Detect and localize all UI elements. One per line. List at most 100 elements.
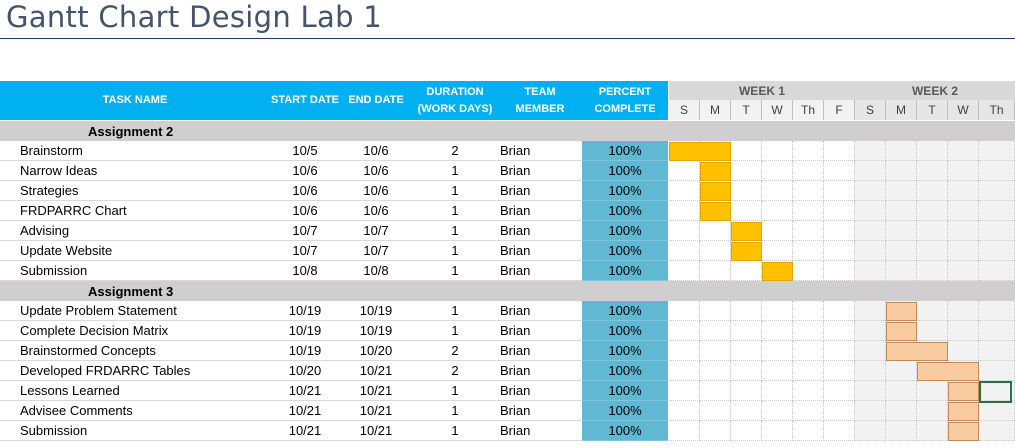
header-end-date[interactable]: END DATE (340, 81, 412, 120)
day-header-t[interactable]: T (731, 100, 762, 120)
gantt-day-cell[interactable] (917, 301, 948, 321)
task-name-cell[interactable]: Update Problem Statement (0, 301, 270, 321)
gantt-day-cell[interactable] (793, 221, 824, 241)
gantt-day-cell[interactable] (886, 401, 917, 421)
gantt-day-cell[interactable] (917, 161, 948, 181)
gantt-bar[interactable] (731, 222, 762, 241)
team-member-cell[interactable]: Brian (498, 221, 582, 241)
gantt-bar[interactable] (700, 202, 731, 221)
gantt-day-cell[interactable] (669, 161, 700, 181)
gantt-day-cell[interactable] (762, 141, 793, 161)
gantt-day-cell[interactable] (824, 321, 855, 341)
start-date-cell[interactable]: 10/19 (270, 301, 340, 321)
gantt-day-cell[interactable] (979, 141, 1015, 161)
gantt-day-cell[interactable] (824, 201, 855, 221)
gantt-bar[interactable] (886, 302, 917, 321)
gantt-bar[interactable] (948, 402, 979, 421)
gantt-day-cell[interactable] (979, 161, 1015, 181)
gantt-bar[interactable] (917, 362, 979, 381)
gantt-day-cell[interactable] (948, 181, 979, 201)
task-name-cell[interactable]: Update Website (0, 241, 270, 261)
duration-cell[interactable]: 1 (412, 261, 498, 281)
start-date-cell[interactable]: 10/21 (270, 401, 340, 421)
gantt-day-cell[interactable] (700, 421, 731, 441)
gantt-day-cell[interactable] (886, 261, 917, 281)
gantt-day-cell[interactable] (855, 261, 886, 281)
gantt-day-cell[interactable] (669, 401, 700, 421)
start-date-cell[interactable]: 10/20 (270, 361, 340, 381)
gantt-day-cell[interactable] (700, 221, 731, 241)
end-date-cell[interactable]: 10/7 (340, 221, 412, 241)
gantt-day-cell[interactable] (824, 341, 855, 361)
gantt-day-cell[interactable] (824, 261, 855, 281)
gantt-day-cell[interactable] (731, 321, 762, 341)
day-header-m[interactable]: M (700, 100, 731, 120)
gantt-day-cell[interactable] (669, 421, 700, 441)
gantt-day-cell[interactable] (731, 361, 762, 381)
duration-cell[interactable]: 2 (412, 141, 498, 161)
duration-cell[interactable]: 1 (412, 321, 498, 341)
gantt-day-cell[interactable] (731, 341, 762, 361)
team-member-cell[interactable]: Brian (498, 181, 582, 201)
percent-complete-cell[interactable]: 100% (582, 261, 668, 281)
gantt-bar[interactable] (762, 262, 793, 281)
gantt-day-cell[interactable] (793, 321, 824, 341)
gantt-bar[interactable] (700, 182, 731, 201)
end-date-cell[interactable]: 10/21 (340, 381, 412, 401)
start-date-cell[interactable]: 10/19 (270, 321, 340, 341)
start-date-cell[interactable]: 10/6 (270, 161, 340, 181)
start-date-cell[interactable]: 10/21 (270, 381, 340, 401)
gantt-bar[interactable] (886, 322, 917, 341)
gantt-day-cell[interactable] (855, 401, 886, 421)
team-member-cell[interactable]: Brian (498, 421, 582, 441)
start-date-cell[interactable]: 10/21 (270, 421, 340, 441)
gantt-day-cell[interactable] (762, 361, 793, 381)
gantt-day-cell[interactable] (917, 181, 948, 201)
start-date-cell[interactable]: 10/8 (270, 261, 340, 281)
percent-complete-cell[interactable]: 100% (582, 161, 668, 181)
gantt-day-cell[interactable] (669, 201, 700, 221)
gantt-day-cell[interactable] (731, 401, 762, 421)
duration-cell[interactable]: 1 (412, 381, 498, 401)
gantt-day-cell[interactable] (669, 261, 700, 281)
gantt-day-cell[interactable] (731, 381, 762, 401)
gantt-day-cell[interactable] (979, 321, 1015, 341)
duration-cell[interactable]: 1 (412, 421, 498, 441)
gantt-day-cell[interactable] (762, 201, 793, 221)
duration-cell[interactable]: 1 (412, 181, 498, 201)
week-2-header[interactable]: WEEK 2 (855, 81, 1015, 100)
gantt-day-cell[interactable] (793, 381, 824, 401)
day-header-f[interactable]: F (824, 100, 855, 120)
task-name-cell[interactable]: Developed FRDARRC Tables (0, 361, 270, 381)
gantt-day-cell[interactable] (979, 181, 1015, 201)
gantt-day-cell[interactable] (824, 181, 855, 201)
gantt-day-cell[interactable] (948, 261, 979, 281)
gantt-day-cell[interactable] (793, 421, 824, 441)
gantt-day-cell[interactable] (917, 241, 948, 261)
gantt-day-cell[interactable] (855, 341, 886, 361)
gantt-day-cell[interactable] (979, 421, 1015, 441)
day-header-m[interactable]: M (886, 100, 917, 120)
gantt-day-cell[interactable] (731, 421, 762, 441)
gantt-day-cell[interactable] (824, 301, 855, 321)
gantt-bar[interactable] (700, 162, 731, 181)
start-date-cell[interactable]: 10/7 (270, 241, 340, 261)
duration-cell[interactable]: 1 (412, 201, 498, 221)
gantt-bar[interactable] (948, 422, 979, 441)
team-member-cell[interactable]: Brian (498, 201, 582, 221)
team-member-cell[interactable]: Brian (498, 321, 582, 341)
gantt-day-cell[interactable] (793, 261, 824, 281)
gantt-day-cell[interactable] (917, 421, 948, 441)
gantt-day-cell[interactable] (948, 241, 979, 261)
task-name-cell[interactable]: Submission (0, 261, 270, 281)
gantt-day-cell[interactable] (762, 421, 793, 441)
start-date-cell[interactable]: 10/19 (270, 341, 340, 361)
gantt-day-cell[interactable] (762, 401, 793, 421)
end-date-cell[interactable]: 10/6 (340, 141, 412, 161)
gantt-day-cell[interactable] (731, 181, 762, 201)
gantt-day-cell[interactable] (886, 421, 917, 441)
gantt-day-cell[interactable] (979, 261, 1015, 281)
gantt-day-cell[interactable] (762, 161, 793, 181)
gantt-day-cell[interactable] (700, 361, 731, 381)
percent-complete-cell[interactable]: 100% (582, 381, 668, 401)
